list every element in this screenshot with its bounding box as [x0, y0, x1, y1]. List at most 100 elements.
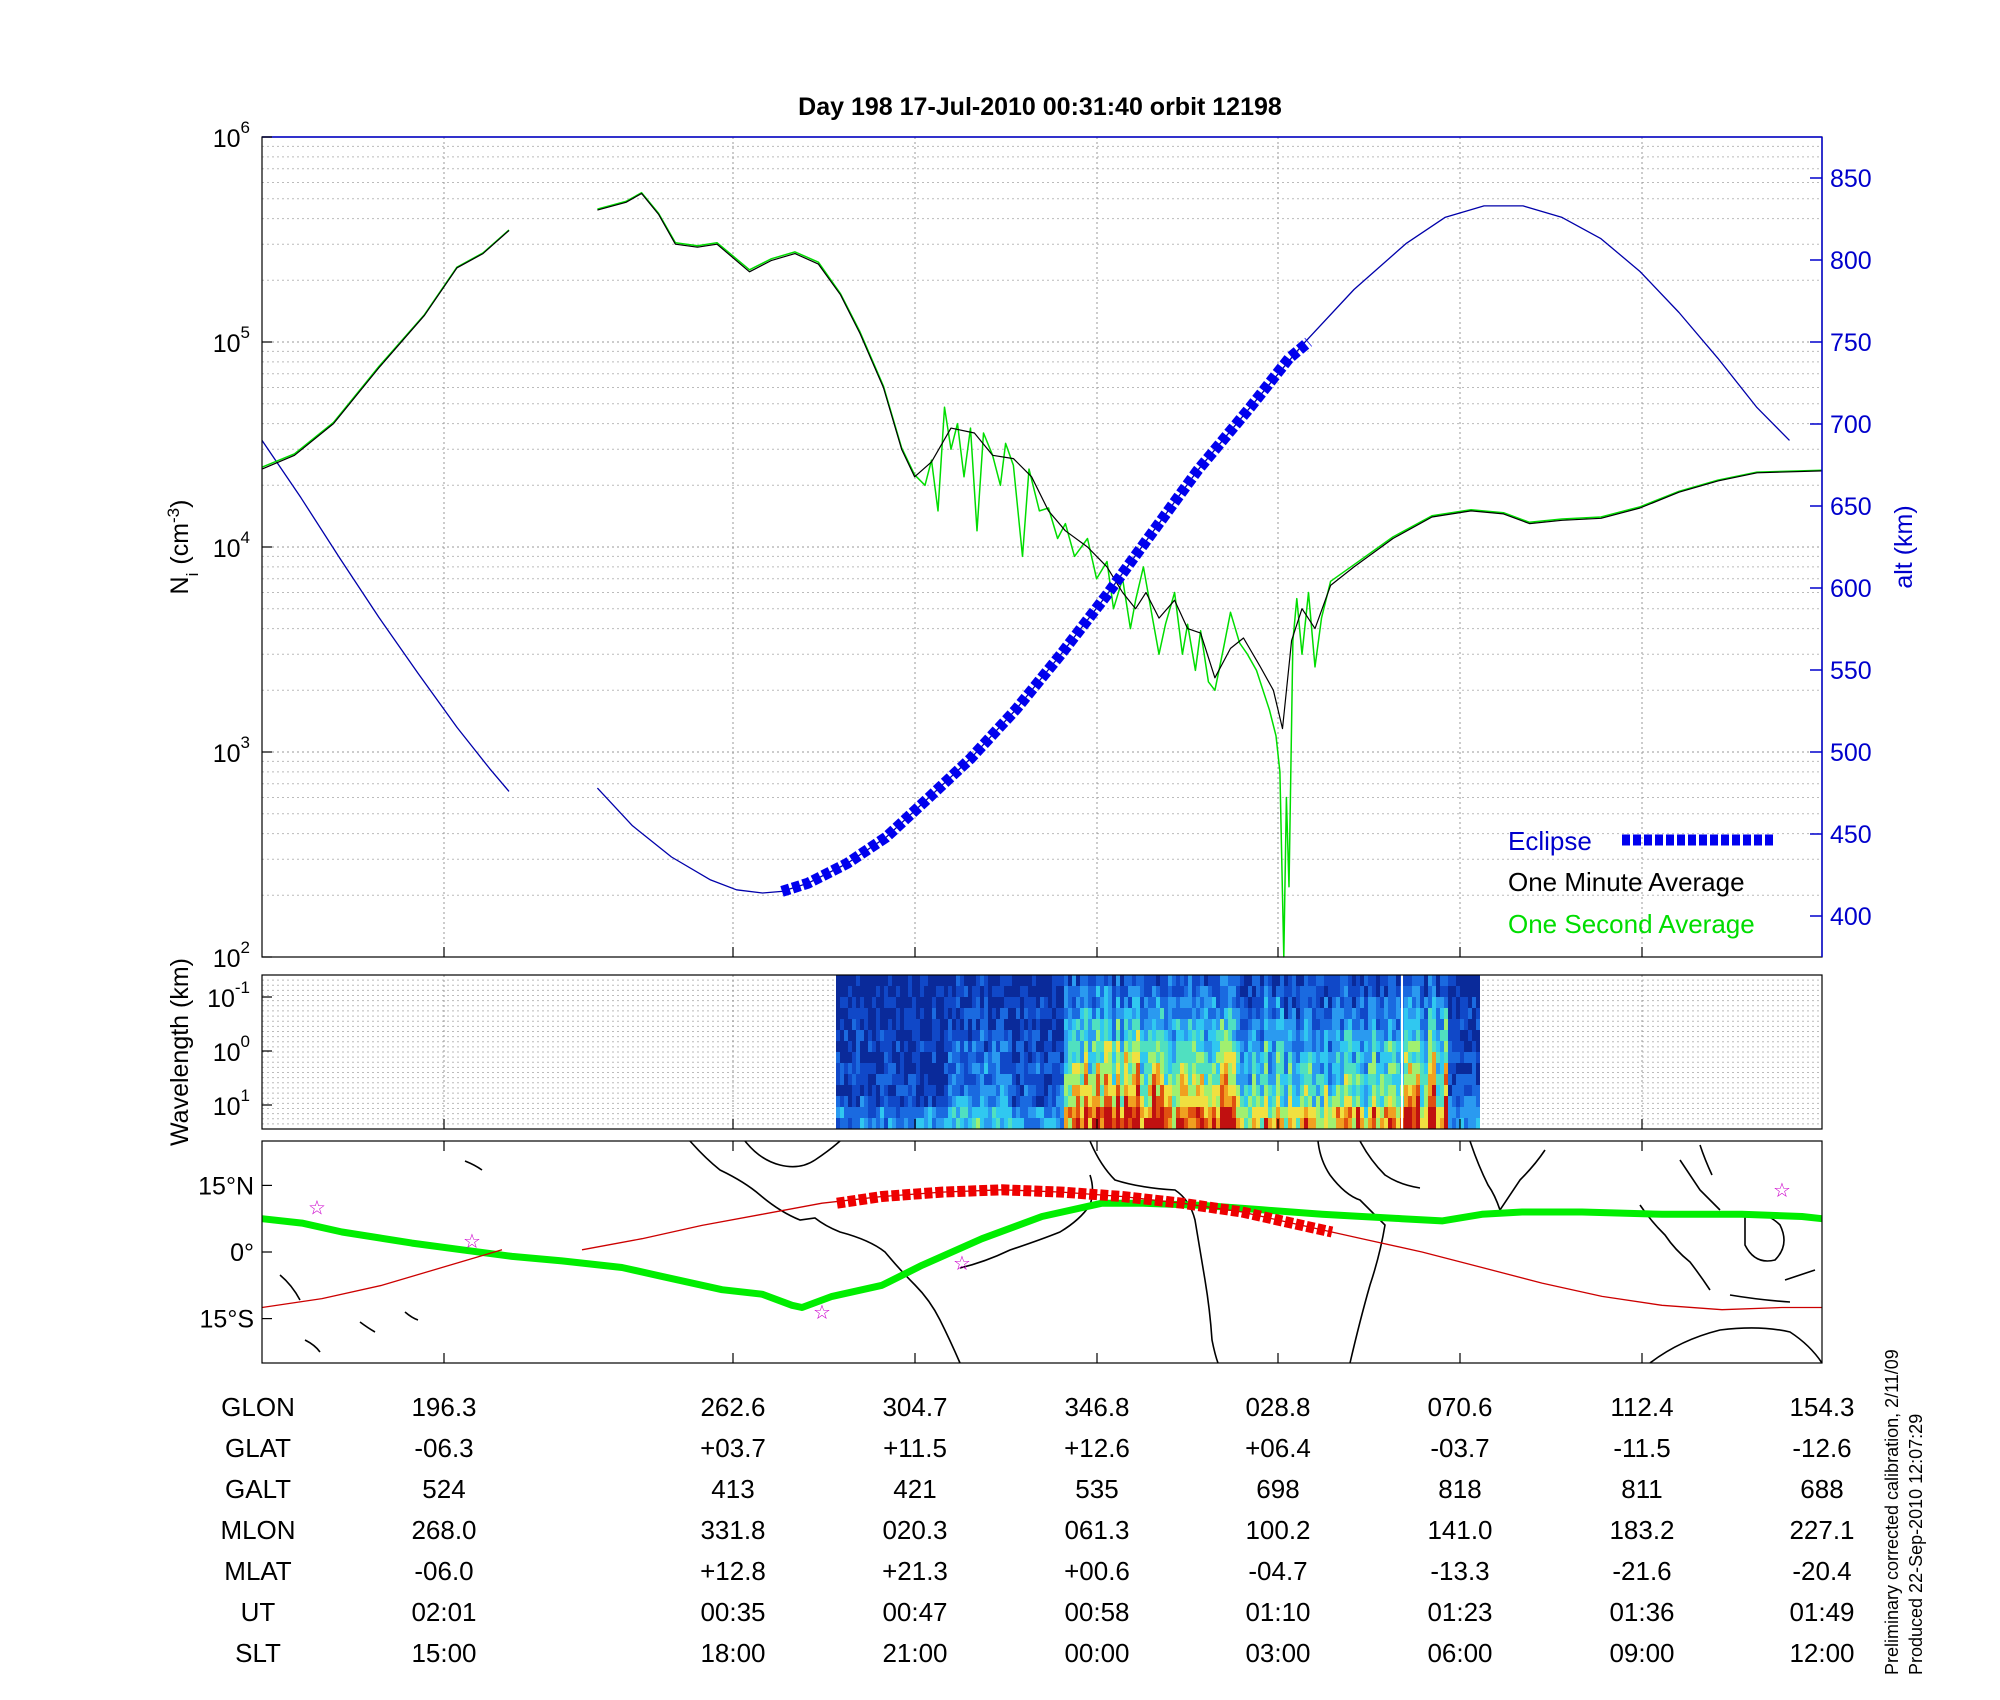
spectrogram-cell — [1052, 1118, 1056, 1130]
spectrogram-cell — [1444, 1074, 1448, 1086]
spectrogram-cell — [1088, 1118, 1092, 1130]
spectrogram-cell — [1256, 1074, 1260, 1086]
pacific-island-3 — [404, 1311, 419, 1321]
spectrogram-cell — [1304, 997, 1308, 1009]
spectrogram-cell — [1428, 1041, 1432, 1053]
spectrogram-cell — [1028, 1063, 1032, 1075]
spectrogram-cell — [896, 1063, 900, 1075]
spectrogram-cell — [1052, 975, 1056, 987]
spectrogram-cell — [1084, 1085, 1088, 1097]
spectrogram-cell — [872, 1008, 876, 1020]
spectrogram-cell — [1064, 1052, 1068, 1064]
spectrogram-cell — [1044, 1030, 1048, 1042]
spectrogram-cell — [1348, 1074, 1352, 1086]
spectrogram-cell — [868, 1052, 872, 1064]
spectrogram-cell — [1448, 1074, 1452, 1086]
spectrogram-cell — [864, 975, 868, 987]
spectrogram-cell — [1424, 1052, 1428, 1064]
spectrogram-cell — [912, 1052, 916, 1064]
spectrogram-cell — [1104, 986, 1108, 998]
spectrogram-cell — [1432, 1063, 1436, 1075]
table-cell: 698 — [1256, 1474, 1299, 1504]
spectrogram-cell — [1236, 986, 1240, 998]
density-tick-label: 103 — [213, 733, 250, 768]
spectrogram-cell — [864, 1030, 868, 1042]
spectrogram-cell — [984, 1074, 988, 1086]
spectrogram-cell — [1376, 1107, 1380, 1119]
spectrogram-cell — [1132, 1118, 1136, 1130]
spectrogram-cell — [1168, 1041, 1172, 1053]
table-row-label: SLT — [235, 1638, 281, 1668]
spectrogram-cell — [1260, 1030, 1264, 1042]
spectrogram-cell — [1320, 997, 1324, 1009]
spectrogram-cell — [1092, 975, 1096, 987]
spectrogram-cell — [1176, 1107, 1180, 1119]
spectrogram-cell — [1052, 1008, 1056, 1020]
spectrogram-cell — [1432, 1107, 1436, 1119]
spectrogram-cell — [1184, 997, 1188, 1009]
spectrogram-cell — [1000, 1107, 1004, 1119]
spectrogram-cell — [1416, 1096, 1420, 1108]
spectrogram-cell — [1020, 1107, 1024, 1119]
spectrogram-cell — [1176, 1030, 1180, 1042]
spectrogram-cell — [1412, 1085, 1416, 1097]
spectrogram-cell — [1396, 1063, 1400, 1075]
spectrogram-cell — [1260, 1019, 1264, 1031]
spectrogram-cell — [896, 1118, 900, 1130]
spectrogram-cell — [1428, 975, 1432, 987]
spectrogram-cell — [1404, 1008, 1408, 1020]
spectrogram-cell — [1320, 1074, 1324, 1086]
table-cell: +11.5 — [883, 1433, 947, 1463]
spectrogram-cell — [972, 1052, 976, 1064]
spectrogram-cell — [1396, 1085, 1400, 1097]
spectrogram-cell — [960, 997, 964, 1009]
spectrogram-cell — [1420, 997, 1424, 1009]
spectrogram-cell — [1256, 1063, 1260, 1075]
spectrogram-cell — [1456, 1118, 1460, 1130]
spectrogram-cell — [908, 1096, 912, 1108]
spectrogram-cell — [1052, 997, 1056, 1009]
spectrogram-cell — [1048, 986, 1052, 998]
spectrogram-cell — [892, 1085, 896, 1097]
spectrogram-cell — [1428, 1063, 1432, 1075]
spectrogram-cell — [1156, 1096, 1160, 1108]
spectrogram-cell — [1296, 975, 1300, 987]
spectrogram-cell — [1180, 997, 1184, 1009]
spectrogram-cell — [1216, 1019, 1220, 1031]
spectrogram-cell — [1024, 1096, 1028, 1108]
spectrogram-cell — [968, 1063, 972, 1075]
spectrogram-cell — [1252, 1041, 1256, 1053]
spectrogram-cell — [960, 986, 964, 998]
spectrogram-cell — [1324, 1008, 1328, 1020]
spectrogram-cell — [1232, 975, 1236, 987]
spectrogram-cell — [1076, 1118, 1080, 1130]
spectrogram-cell — [1308, 986, 1312, 998]
spectrogram-cell — [1232, 997, 1236, 1009]
spectrogram-cell — [840, 1063, 844, 1075]
spectrogram-cell — [856, 1118, 860, 1130]
spectrogram-cell — [1216, 1085, 1220, 1097]
spectrogram-cell — [1296, 1052, 1300, 1064]
spectrogram-cell — [880, 1107, 884, 1119]
table-cell: 01:49 — [1789, 1597, 1854, 1627]
spectrogram-cell — [1340, 975, 1344, 987]
altitude-tick-label: 550 — [1830, 657, 1872, 685]
spectrogram-cell — [872, 1096, 876, 1108]
spectrogram-cell — [1432, 997, 1436, 1009]
spectrogram-cell — [1136, 997, 1140, 1009]
spectrogram-cell — [1148, 1052, 1152, 1064]
spectrogram-cell — [1216, 1074, 1220, 1086]
spectrogram-cell — [1412, 1107, 1416, 1119]
spectrogram-cell — [1352, 997, 1356, 1009]
table-cell: 070.6 — [1427, 1392, 1492, 1422]
spectrogram-cell — [1240, 1019, 1244, 1031]
spectrogram-cell — [1036, 1008, 1040, 1020]
spectrogram-cell — [1212, 1118, 1216, 1130]
spectrogram-cell — [1264, 1118, 1268, 1130]
spectrogram-cell — [984, 997, 988, 1009]
spectrogram-cell — [1164, 1074, 1168, 1086]
spectrogram-cell — [1276, 986, 1280, 998]
spectrogram-cell — [1000, 975, 1004, 987]
spectrogram-cell — [1276, 997, 1280, 1009]
spectrogram-cell — [1088, 1041, 1092, 1053]
